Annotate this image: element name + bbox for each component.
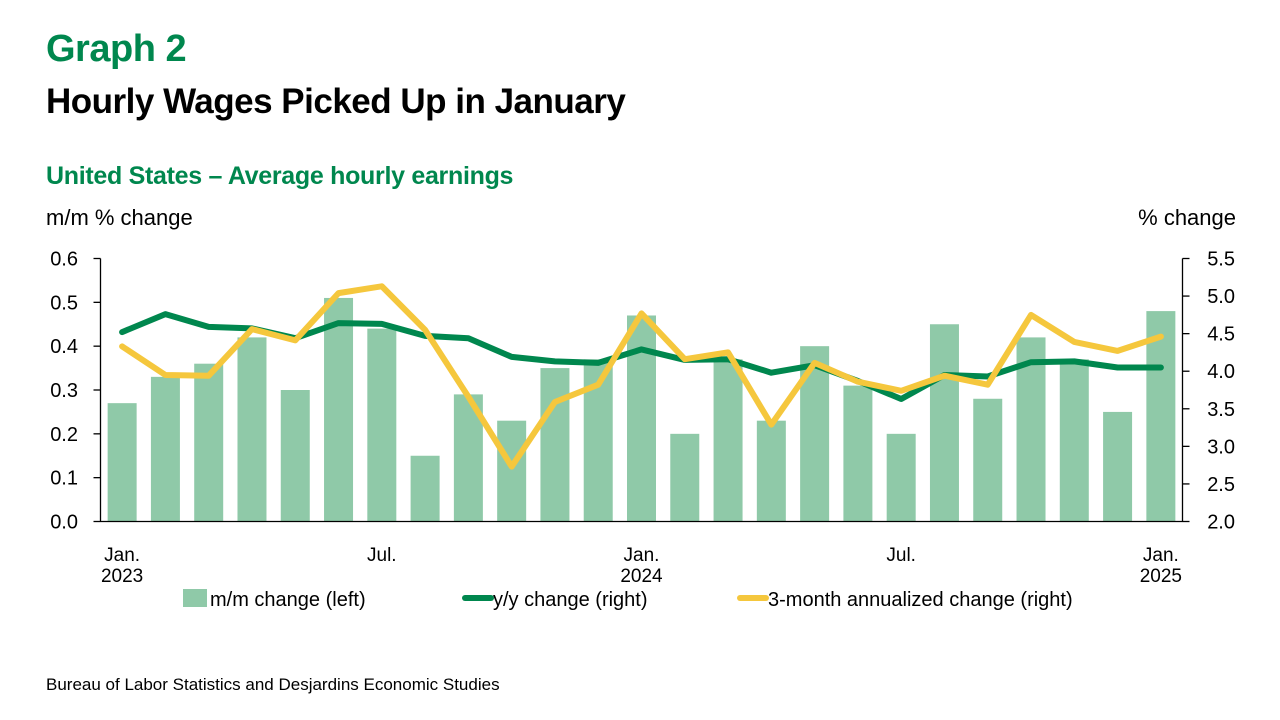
x-tick-label: Jul. bbox=[367, 545, 397, 566]
right-axis-ticks: 2.0 2.5 3.0 3.5 4.0 4.5 5.0 5.5 bbox=[1182, 249, 1235, 534]
source-note: Bureau of Labor Statistics and Desjardin… bbox=[46, 675, 500, 694]
x-tick-year: 2025 bbox=[1140, 566, 1182, 587]
right-tick-label: 5.5 bbox=[1207, 249, 1235, 271]
bar-2023-11 bbox=[540, 368, 570, 522]
bar-2023-08 bbox=[410, 455, 440, 522]
left-tick-label: 0.2 bbox=[50, 424, 78, 446]
x-tick-label: Jan. bbox=[624, 545, 660, 566]
bar-2024-09 bbox=[973, 398, 1003, 522]
bar-2023-05 bbox=[280, 390, 310, 522]
line-3m-annualized bbox=[119, 283, 1164, 470]
bar-2025-01 bbox=[1146, 311, 1176, 522]
legend-label-3m: 3-month annualized change (right) bbox=[768, 589, 1073, 611]
bar-2024-07 bbox=[886, 433, 916, 522]
bar-2024-08 bbox=[929, 324, 959, 522]
bar-2024-06 bbox=[843, 385, 873, 522]
right-tick-label: 2.0 bbox=[1207, 512, 1235, 534]
right-axis-unit: % change bbox=[1138, 205, 1236, 230]
legend-label-mm: m/m change (left) bbox=[210, 589, 366, 611]
bar-2023-02 bbox=[150, 376, 180, 522]
graph-label: Graph 2 bbox=[46, 28, 187, 70]
right-tick-label: 4.0 bbox=[1207, 361, 1235, 383]
bar-2024-01 bbox=[627, 315, 656, 522]
bar-2023-10 bbox=[497, 420, 527, 522]
bar-2024-04 bbox=[756, 420, 786, 522]
right-tick-label: 3.0 bbox=[1207, 436, 1235, 458]
bar-2023-03 bbox=[194, 363, 224, 522]
left-tick-label: 0.1 bbox=[50, 468, 78, 490]
left-tick-label: 0.5 bbox=[50, 292, 78, 314]
left-tick-label: 0.0 bbox=[50, 512, 78, 534]
bar-2024-02 bbox=[670, 433, 700, 522]
bar-2024-03 bbox=[713, 359, 743, 522]
x-tick-year: 2023 bbox=[101, 566, 143, 587]
right-tick-label: 5.0 bbox=[1207, 286, 1235, 308]
line-series bbox=[119, 283, 1164, 470]
legend-label-yy: y/y change (right) bbox=[493, 589, 648, 611]
bar-2023-01 bbox=[107, 403, 137, 522]
bar-series bbox=[107, 297, 1176, 522]
left-tick-label: 0.4 bbox=[50, 336, 78, 358]
bar-2023-04 bbox=[237, 337, 267, 522]
bar-2024-12 bbox=[1103, 411, 1133, 522]
right-tick-label: 2.5 bbox=[1207, 474, 1235, 496]
left-axis-unit: m/m % change bbox=[46, 205, 193, 230]
legend: m/m change (left) y/y change (right) 3-m… bbox=[183, 589, 1073, 611]
legend-swatch-mm bbox=[183, 589, 207, 607]
chart-title: Hourly Wages Picked Up in January bbox=[46, 82, 626, 121]
right-tick-label: 3.5 bbox=[1207, 399, 1235, 421]
x-tick-label: Jan. bbox=[104, 545, 140, 566]
right-tick-label: 4.5 bbox=[1207, 324, 1235, 346]
left-axis-ticks: 0.0 0.1 0.2 0.3 0.4 0.5 0.6 bbox=[50, 249, 101, 534]
bar-2023-06 bbox=[324, 297, 354, 522]
x-tick-year: 2024 bbox=[620, 566, 663, 587]
left-tick-label: 0.6 bbox=[50, 249, 78, 271]
left-tick-label: 0.3 bbox=[50, 380, 78, 402]
x-tick-label: Jul. bbox=[886, 545, 916, 566]
bar-2023-07 bbox=[367, 328, 397, 522]
x-tick-label: Jan. bbox=[1143, 545, 1179, 566]
bar-2024-11 bbox=[1059, 359, 1089, 522]
chart-subtitle: United States – Average hourly earnings bbox=[46, 162, 514, 190]
